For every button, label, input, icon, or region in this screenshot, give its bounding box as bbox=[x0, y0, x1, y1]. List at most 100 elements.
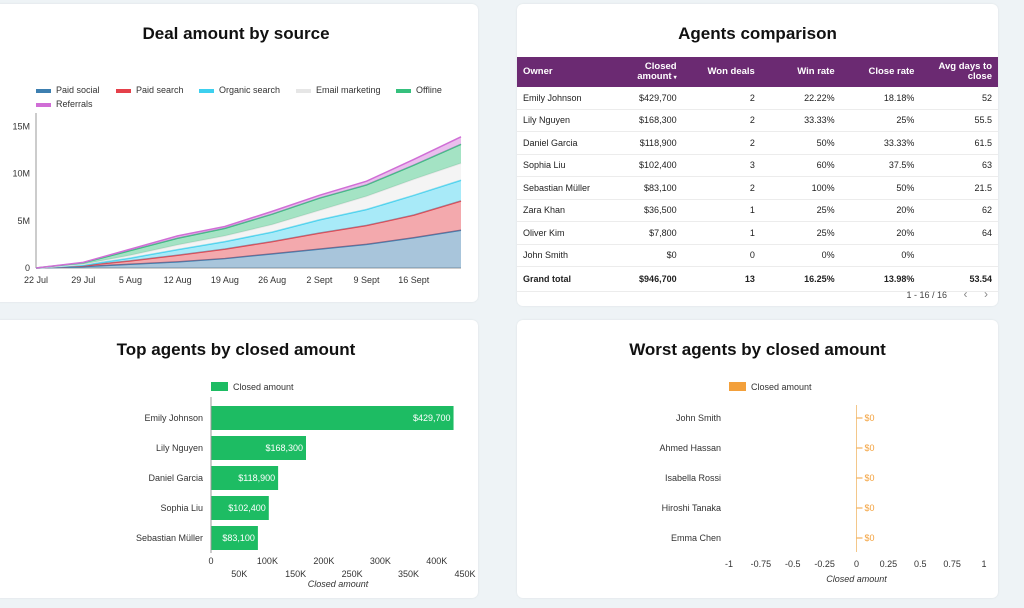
x-tick-label: -1 bbox=[725, 559, 733, 569]
table-cell: 2 bbox=[682, 176, 761, 200]
x-tick-label: 250K bbox=[342, 569, 363, 579]
x-tick-label: 5 Aug bbox=[119, 275, 142, 285]
table-cell: 13 bbox=[682, 266, 761, 292]
bar-value-label: $0 bbox=[865, 503, 875, 513]
category-label: Daniel Garcia bbox=[148, 473, 203, 483]
table-cell: $83,100 bbox=[608, 176, 683, 200]
table-cell: 53.54 bbox=[920, 266, 998, 292]
legend-label: Closed amount bbox=[233, 382, 294, 392]
legend-swatch-1 bbox=[116, 89, 131, 93]
table-cell: 62 bbox=[920, 199, 998, 222]
next-page-button[interactable]: › bbox=[984, 287, 988, 301]
x-tick-label: 0.5 bbox=[914, 559, 927, 569]
bar-value-label: $0 bbox=[865, 533, 875, 543]
agents-comparison-title: Agents comparison bbox=[678, 24, 837, 43]
table-cell: 60% bbox=[760, 154, 841, 177]
prev-page-button[interactable]: ‹ bbox=[963, 287, 968, 301]
table-cell: $102,400 bbox=[608, 154, 683, 177]
x-tick-label: -0.5 bbox=[785, 559, 801, 569]
x-tick-label: -0.75 bbox=[751, 559, 772, 569]
legend-swatch-3 bbox=[296, 89, 311, 93]
x-tick-label: 12 Aug bbox=[164, 275, 192, 285]
column-header[interactable]: Won deals bbox=[682, 57, 761, 87]
table-cell: 37.5% bbox=[840, 154, 921, 177]
category-label: Sebastian Müller bbox=[136, 533, 203, 543]
x-tick-label: 29 Jul bbox=[71, 275, 95, 285]
table-row: Lily Nguyen $168,300 2 33.33% 25% 55.5 bbox=[517, 109, 998, 132]
table-cell: $946,700 bbox=[608, 266, 683, 292]
table-cell: 25% bbox=[840, 109, 921, 132]
agents-comparison-card: Agents comparison Owner Closed amount ▾ Won… bbox=[517, 4, 998, 306]
column-header[interactable]: Owner bbox=[517, 57, 609, 87]
legend-swatch-0 bbox=[36, 89, 51, 93]
worst-agents-card: Worst agents by closed amount Closed amo… bbox=[517, 320, 998, 598]
x-tick-label: 0.25 bbox=[880, 559, 898, 569]
table-row: John Smith $0 0 0% 0% bbox=[517, 244, 998, 267]
table-cell: 63 bbox=[920, 154, 998, 177]
column-header[interactable]: Close rate bbox=[840, 57, 921, 87]
deal-amount-title: Deal amount by source bbox=[142, 24, 330, 43]
x-tick-label: 150K bbox=[285, 569, 306, 579]
table-cell: 16.25% bbox=[760, 266, 841, 292]
bar-value-label: $83,100 bbox=[222, 533, 255, 543]
table-cell: $36,500 bbox=[608, 199, 683, 222]
column-header[interactable]: Win rate bbox=[760, 57, 841, 87]
bar-2 bbox=[211, 466, 279, 490]
table-cell: 2 bbox=[682, 109, 761, 132]
series-line-1 bbox=[35, 200, 462, 269]
worst-agents-chart: Closed amount John Smith $0 Ahmed Hassan $0 I… bbox=[659, 382, 987, 584]
table-cell: 3 bbox=[682, 154, 761, 177]
agents-table: Owner Closed amount ▾ Won deals Win rate Clos… bbox=[517, 57, 998, 292]
deal-amount-card: Deal amount by source Paid social Paid se… bbox=[0, 4, 478, 302]
table-cell: 33.33% bbox=[840, 131, 921, 155]
legend-label: Email marketing bbox=[316, 85, 381, 95]
legend-swatch-5 bbox=[36, 103, 51, 107]
table-row: Daniel Garcia $118,900 2 50% 33.33% 61.5 bbox=[517, 131, 998, 155]
x-tick-label: 16 Sept bbox=[398, 275, 430, 285]
table-header-row: Owner Closed amount ▾ Won deals Win rate Clos… bbox=[517, 57, 998, 87]
legend-swatch bbox=[211, 382, 228, 391]
bar-value-label: $0 bbox=[865, 443, 875, 453]
table-cell: Oliver Kim bbox=[517, 221, 609, 245]
table-cell: 50% bbox=[760, 131, 841, 155]
x-tick-label: 50K bbox=[231, 569, 247, 579]
x-tick-label: 350K bbox=[398, 569, 419, 579]
column-header[interactable]: Closed amount ▾ bbox=[608, 57, 683, 87]
top-agents-chart: Closed amount Emily Johnson $429,700 Lily N… bbox=[136, 382, 476, 589]
x-tick-label: 0.75 bbox=[943, 559, 961, 569]
table-row: Sebastian Müller $83,100 2 100% 50% 21.5 bbox=[517, 176, 998, 200]
table-cell: 52 bbox=[920, 87, 998, 110]
table-cell: Emily Johnson bbox=[517, 87, 609, 110]
table-cell: Sophia Liu bbox=[517, 154, 609, 177]
legend-label: Closed amount bbox=[751, 382, 812, 392]
table-cell: 2 bbox=[682, 87, 761, 110]
table-row: Oliver Kim $7,800 1 25% 20% 64 bbox=[517, 221, 998, 245]
table-row: Sophia Liu $102,400 3 60% 37.5% 63 bbox=[517, 154, 998, 177]
x-tick-label: 19 Aug bbox=[211, 275, 239, 285]
bar-value-label: $0 bbox=[865, 473, 875, 483]
x-tick-label: 100K bbox=[257, 556, 278, 566]
table-cell: $0 bbox=[608, 244, 683, 267]
table-cell: 0% bbox=[760, 244, 841, 267]
table-cell: 33.33% bbox=[760, 109, 841, 132]
legend-label: Paid search bbox=[136, 85, 184, 95]
x-tick-label: 400K bbox=[426, 556, 447, 566]
top-agents-title: Top agents by closed amount bbox=[116, 340, 356, 359]
series-line-2 bbox=[35, 179, 462, 269]
deal-amount-chart: Paid social Paid search Organic search Emai… bbox=[12, 85, 462, 285]
category-label: Hiroshi Tanaka bbox=[662, 503, 721, 513]
pagination: 1 - 16 / 16 ‹ › bbox=[906, 287, 988, 301]
legend-label: Offline bbox=[416, 85, 442, 95]
bar-4 bbox=[211, 526, 258, 550]
x-axis-title: Closed amount bbox=[826, 574, 887, 584]
table-cell: 25% bbox=[760, 221, 841, 245]
table-cell: Daniel Garcia bbox=[517, 131, 609, 155]
y-tick-label: 0 bbox=[25, 263, 30, 273]
column-header[interactable]: Avg days to close bbox=[920, 57, 998, 87]
bar-3 bbox=[211, 496, 269, 520]
table-cell: 2 bbox=[682, 131, 761, 155]
table-cell: Zara Khan bbox=[517, 199, 609, 222]
table-cell: 55.5 bbox=[920, 109, 998, 132]
series-line-5 bbox=[35, 136, 462, 269]
table-cell: 25% bbox=[760, 199, 841, 222]
